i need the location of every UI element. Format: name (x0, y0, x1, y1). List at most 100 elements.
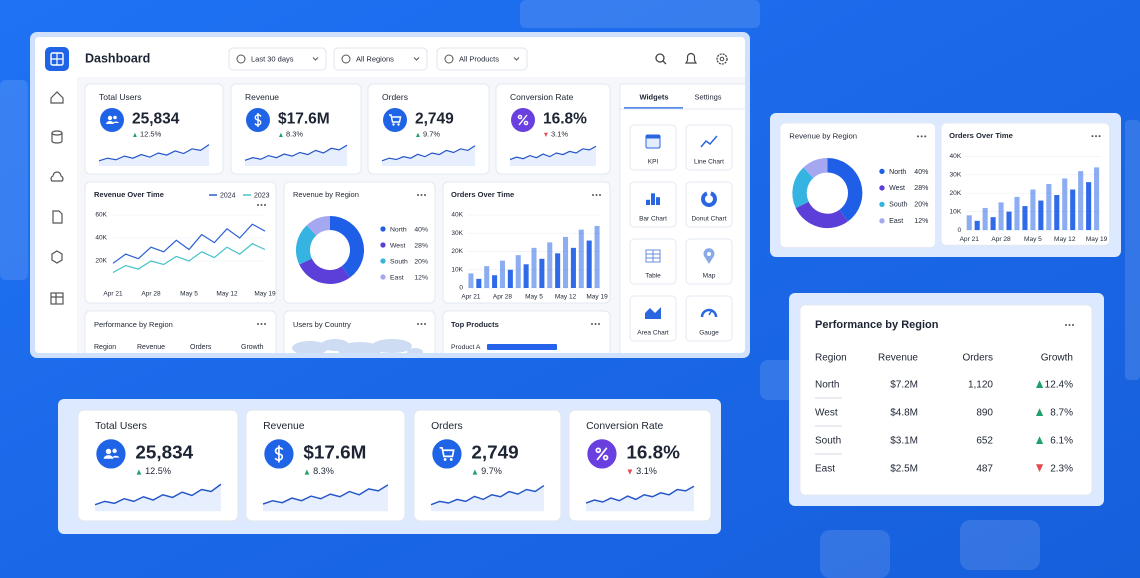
kpi-change: 12.5% (145, 466, 171, 476)
kpi-label: Conversion Rate (586, 421, 663, 432)
trend-arrow (472, 469, 478, 475)
gear-icon[interactable] (716, 53, 728, 65)
filter-dropdown[interactable] (436, 47, 528, 71)
widget-icon (703, 248, 715, 264)
table-icon (50, 292, 64, 305)
legend-value: 20% (914, 202, 928, 209)
widget-tile[interactable]: Line Chart (685, 124, 733, 171)
filter-icon (341, 54, 351, 64)
widget-icon (656, 197, 660, 205)
kpi-change: 3.1% (551, 129, 568, 138)
widget-icon (651, 193, 655, 205)
y-tick-label: 40K (95, 235, 107, 242)
donut-card: Revenue by Region North 40% West 28% South 20%… (283, 181, 436, 304)
kpi-card: Total Users 25,834 12.5% (77, 409, 239, 522)
kpi-change: 9.7% (481, 466, 502, 476)
widget-icon (646, 199, 650, 205)
kpi-card: Orders 2,749 9.7% (413, 409, 562, 522)
icon-glyph (113, 115, 117, 120)
card-title: Users by Country (293, 320, 351, 329)
bar (1038, 200, 1044, 231)
widget-tile[interactable]: Bar Chart (629, 181, 677, 228)
sidebar-icon[interactable] (51, 130, 63, 144)
search-icon[interactable] (655, 53, 665, 63)
widget-label: Gauge (699, 330, 719, 337)
legend-dot (879, 218, 885, 224)
menu-dot (599, 194, 601, 196)
filter-label: All Products (459, 54, 499, 63)
widget-icon (707, 252, 711, 256)
tab[interactable]: Widgets (639, 92, 668, 101)
kpi-value: 25,834 (132, 111, 180, 128)
bar (531, 247, 537, 288)
legend-value: 28% (914, 185, 928, 192)
gear-icon (719, 56, 725, 62)
page-title: Dashboard (85, 51, 150, 65)
widget-tile[interactable]: KPI (629, 124, 677, 171)
legend-dot (380, 258, 386, 264)
widget-tile[interactable]: Area Chart (629, 295, 677, 342)
card-title: Performance by Region (815, 319, 939, 331)
donut-segment (826, 158, 863, 222)
x-tick-label: May 19 (586, 294, 608, 301)
legend-label: West (390, 242, 405, 249)
kpi-change: 12.5% (140, 129, 162, 138)
menu-dot (420, 194, 423, 196)
bar (515, 255, 521, 288)
sparkline (262, 484, 389, 505)
donut-segment (306, 216, 331, 236)
legend-label: West (889, 185, 905, 192)
widget-tile[interactable]: Gauge (685, 295, 733, 342)
table-cell: $2.5M (890, 464, 918, 475)
line-series (112, 243, 266, 274)
menu-dot (920, 135, 923, 138)
zoom-views: Total Users 25,834 12.5% Revenue $17.6M 8.3% O… (77, 122, 1111, 522)
legend-label: East (889, 218, 903, 225)
sidebar-icon[interactable] (50, 171, 64, 182)
filter-dropdown[interactable] (228, 47, 327, 71)
widget-tile[interactable]: Map (685, 238, 733, 285)
menu-dot (264, 204, 266, 206)
x-tick-label: May 19 (254, 291, 276, 298)
table-cell: 487 (976, 464, 993, 475)
widget-label: Line Chart (694, 159, 724, 166)
sparkline-area (586, 486, 694, 512)
bar-chart-card: Orders Over Time 0 10K 20K 30K 40K Apr 21 Apr 2… (442, 181, 611, 304)
legend-dot (380, 242, 386, 248)
sparkline-area (382, 145, 475, 166)
y-tick-label: 20K (950, 190, 962, 197)
sidebar-icon[interactable] (50, 91, 64, 104)
widget-tile[interactable]: Table (629, 238, 677, 285)
trend-arrow (304, 469, 310, 475)
x-tick-label: May 5 (525, 294, 543, 301)
home-icon (50, 91, 64, 104)
x-tick-label: May 12 (1054, 236, 1076, 243)
sidebar-icon[interactable] (52, 210, 63, 224)
bell-icon[interactable] (684, 52, 698, 64)
sparkline-area (431, 485, 544, 512)
legend-value: 28% (414, 242, 428, 249)
icon-glyph (103, 455, 120, 459)
legend-value: 12% (414, 274, 428, 281)
bar (966, 215, 972, 231)
y-tick-label: 0 (958, 227, 962, 234)
table-cell: 1,120 (968, 380, 993, 391)
chevron (413, 57, 420, 61)
bar (492, 275, 498, 288)
tile-bg (685, 124, 733, 171)
legend-label: North (889, 169, 906, 176)
sidebar-icon[interactable] (50, 292, 64, 305)
sidebar-icon[interactable] (51, 250, 63, 264)
kpi-change: 3.1% (636, 466, 657, 476)
filter-dropdown[interactable] (333, 47, 428, 71)
bar (1046, 183, 1052, 231)
map-land (338, 342, 382, 353)
menu-dot (1095, 135, 1098, 138)
bar (563, 236, 569, 288)
trend-arrow (1036, 408, 1044, 416)
tab[interactable]: Settings (694, 92, 721, 101)
menu-dot (594, 323, 597, 325)
table-header: Region (815, 353, 847, 364)
widget-tile[interactable]: Donut Chart (685, 181, 733, 228)
